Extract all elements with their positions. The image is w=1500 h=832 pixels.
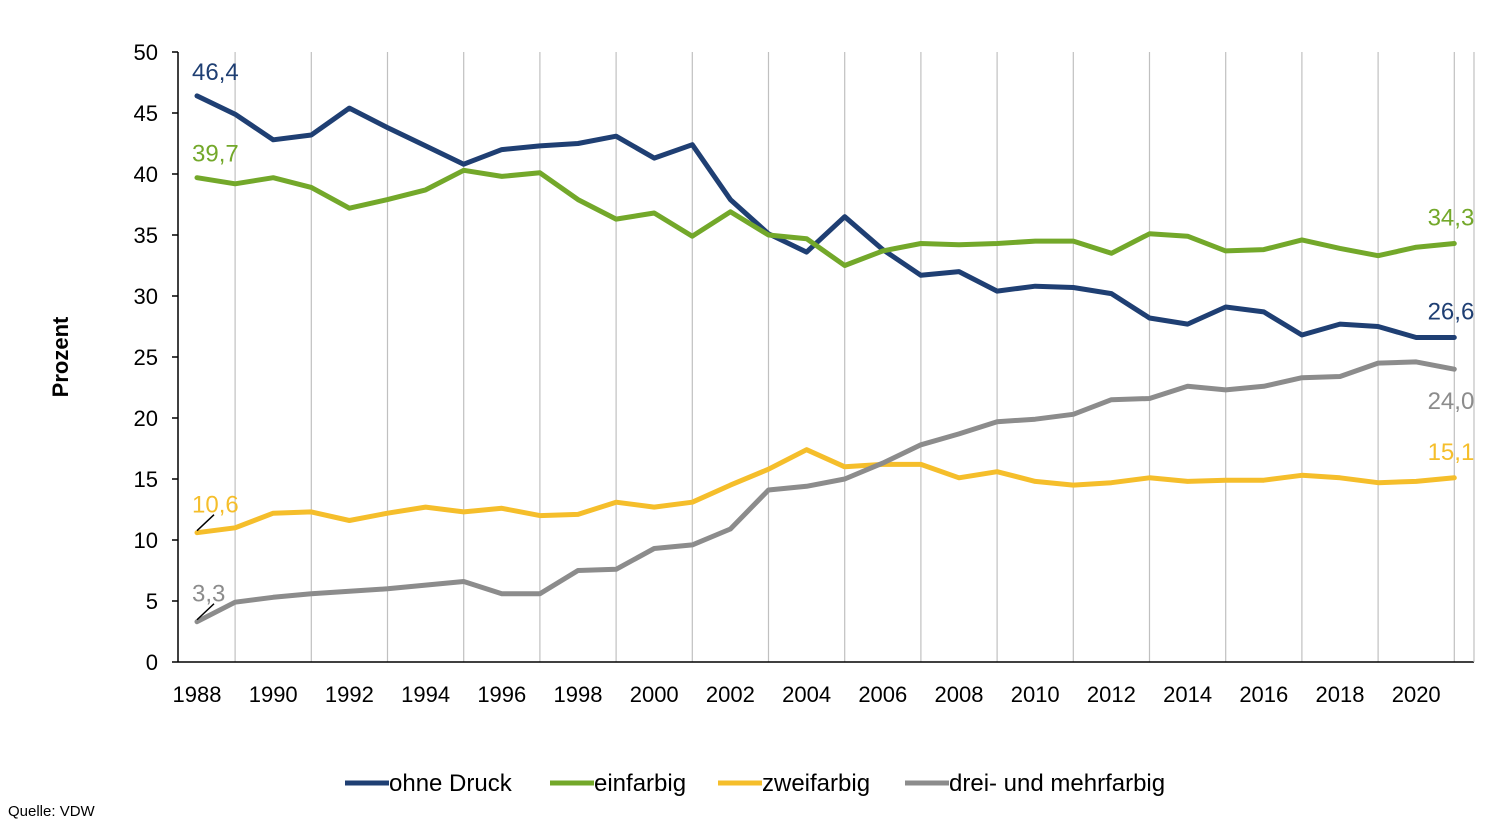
y-tick-label-50: 50 [134, 40, 158, 65]
leader-line-2 [196, 514, 215, 532]
series-line-3 [194, 359, 1457, 625]
x-tick-label-2018: 2018 [1316, 682, 1365, 707]
y-tick-label-5: 5 [146, 589, 158, 614]
y-tick-label-35: 35 [134, 223, 158, 248]
data-label-1-0: 39,7 [192, 141, 239, 168]
x-tick-label-1994: 1994 [401, 682, 450, 707]
x-tick-label-1988: 1988 [173, 682, 222, 707]
legend-label-2: zweifarbig [762, 770, 870, 797]
data-label-3-0: 3,3 [192, 581, 225, 608]
x-tick-label-2008: 2008 [935, 682, 984, 707]
legend-label-0: ohne Druck [389, 770, 513, 797]
series-line-1 [194, 167, 1457, 268]
legend-label-3: drei- und mehrfarbig [949, 770, 1165, 797]
data-label-3-1: 24,0 [1428, 388, 1475, 415]
data-labels: 46,4 26,6 39,7 34,3 10,6 15,1 3,3 24,0 [192, 59, 1475, 621]
x-tick-label-2020: 2020 [1392, 682, 1441, 707]
vertical-grid [234, 52, 1455, 662]
y-tick-label-20: 20 [134, 406, 158, 431]
axes [172, 51, 1475, 663]
series-lines [194, 93, 1457, 625]
legend-label-1: einfarbig [594, 770, 686, 797]
y-tick-label-0: 0 [146, 650, 158, 675]
series-line-0 [194, 93, 1457, 340]
y-tick-label-15: 15 [134, 467, 158, 492]
y-axis-label: Prozent [48, 316, 73, 397]
y-tick-label-45: 45 [134, 101, 158, 126]
x-tick-label-2006: 2006 [858, 682, 907, 707]
y-tick-label-30: 30 [134, 284, 158, 309]
x-tick-label-2014: 2014 [1163, 682, 1212, 707]
y-tick-label-25: 25 [134, 345, 158, 370]
x-tick-label-2004: 2004 [782, 682, 831, 707]
x-tick-labels: 1988 1990 1992 1994 1996 1998 2000 2002 2004 2006… [173, 682, 1441, 707]
x-tick-label-2010: 2010 [1011, 682, 1060, 707]
data-label-0-1: 26,6 [1428, 298, 1475, 325]
x-tick-label-1990: 1990 [249, 682, 298, 707]
legend: ohne Druck einfarbig zweifarbig drei- und m… [345, 770, 1165, 797]
y-tick-labels: 0 5 10 15 20 25 30 35 40 45 50 [134, 40, 158, 675]
x-tick-label-2002: 2002 [706, 682, 755, 707]
x-tick-label-2012: 2012 [1087, 682, 1136, 707]
y-tick-label-10: 10 [134, 528, 158, 553]
y-tick-label-40: 40 [134, 162, 158, 187]
series-line-2 [194, 447, 1457, 536]
data-label-0-0: 46,4 [192, 59, 239, 86]
data-label-1-1: 34,3 [1428, 205, 1475, 232]
x-tick-label-2016: 2016 [1239, 682, 1288, 707]
x-tick-label-2000: 2000 [630, 682, 679, 707]
x-tick-label-1992: 1992 [325, 682, 374, 707]
leader-line-3 [196, 603, 215, 621]
data-label-2-0: 10,6 [192, 492, 239, 519]
x-tick-label-1996: 1996 [477, 682, 526, 707]
source-note: Quelle: VDW [8, 803, 95, 820]
data-label-2-1: 15,1 [1428, 439, 1475, 466]
x-tick-label-1998: 1998 [554, 682, 603, 707]
